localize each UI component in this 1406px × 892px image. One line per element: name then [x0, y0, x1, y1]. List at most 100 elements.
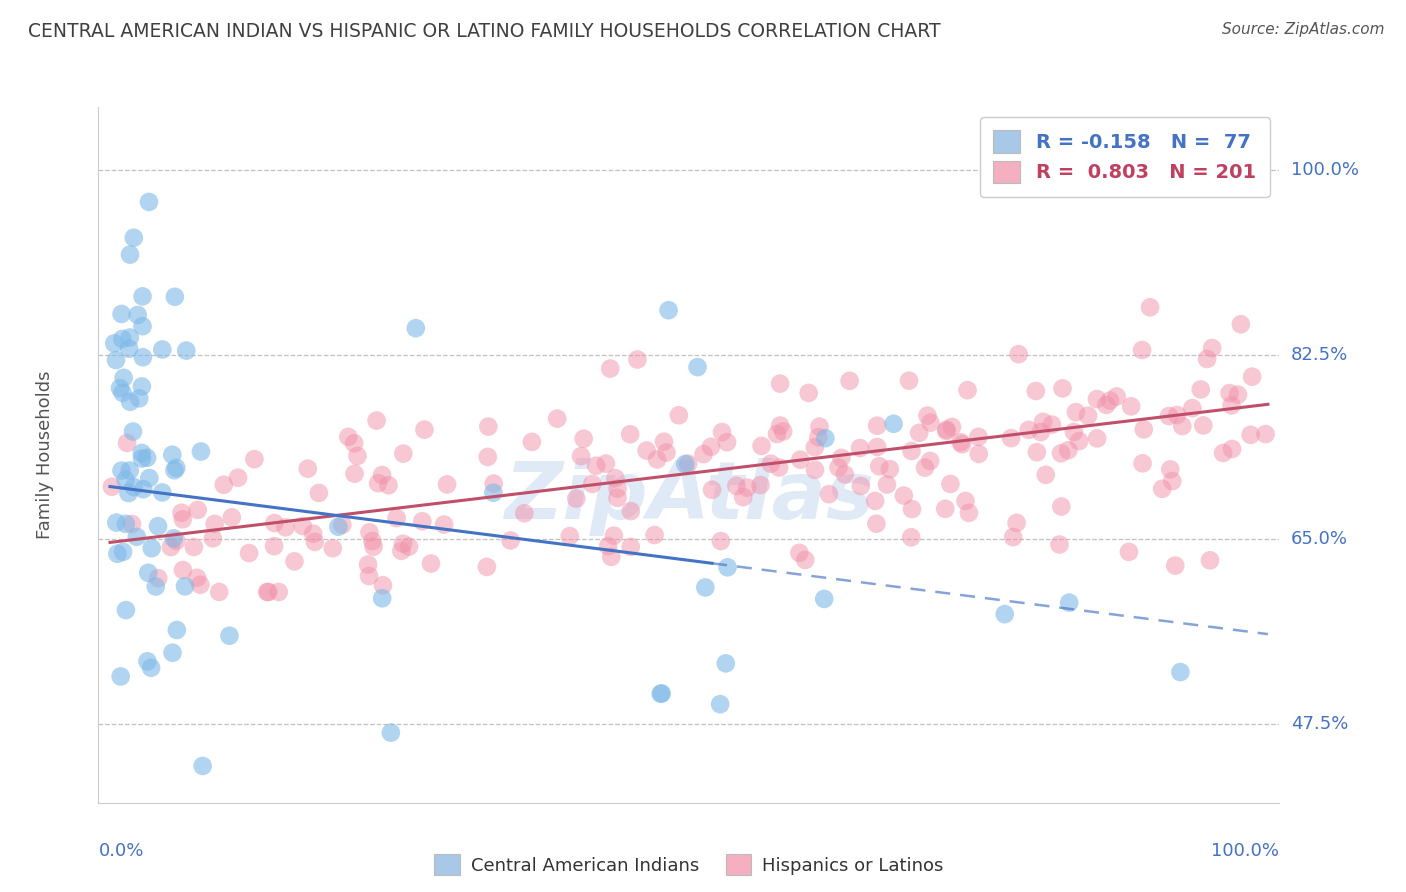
Point [1018, 423, 1040, 437]
Point [128, 392, 150, 406]
Point [950, 437, 973, 451]
Point [714, 657, 737, 671]
Text: 100.0%: 100.0% [1212, 842, 1279, 860]
Point [883, 417, 905, 431]
Text: 65.0%: 65.0% [1291, 530, 1347, 549]
Point [127, 308, 149, 322]
Point [967, 447, 990, 461]
Point [377, 478, 399, 492]
Point [920, 416, 942, 430]
Point [813, 591, 835, 606]
Point [172, 512, 194, 526]
Point [768, 460, 790, 475]
Point [357, 569, 380, 583]
Point [716, 560, 738, 574]
Point [558, 529, 581, 543]
Text: Source: ZipAtlas.com: Source: ZipAtlas.com [1222, 22, 1385, 37]
Point [186, 571, 208, 585]
Point [676, 457, 699, 471]
Point [405, 321, 427, 335]
Point [619, 427, 641, 442]
Point [1118, 545, 1140, 559]
Point [939, 477, 962, 491]
Point [1164, 558, 1187, 573]
Point [163, 532, 186, 546]
Point [1132, 422, 1154, 436]
Point [357, 558, 380, 572]
Point [645, 452, 668, 467]
Point [163, 290, 186, 304]
Point [865, 516, 887, 531]
Point [1152, 482, 1174, 496]
Point [658, 303, 681, 318]
Point [636, 443, 658, 458]
Point [900, 444, 922, 458]
Point [789, 546, 811, 560]
Point [475, 560, 498, 574]
Point [131, 379, 153, 393]
Point [122, 425, 145, 439]
Point [337, 430, 360, 444]
Point [110, 464, 132, 478]
Point [1025, 445, 1047, 459]
Point [769, 418, 792, 433]
Point [363, 540, 385, 554]
Point [170, 506, 193, 520]
Point [1159, 462, 1181, 476]
Point [644, 528, 666, 542]
Point [132, 350, 155, 364]
Point [1220, 398, 1243, 412]
Point [733, 490, 755, 504]
Point [808, 419, 831, 434]
Point [605, 471, 627, 485]
Point [735, 481, 758, 495]
Point [283, 554, 305, 568]
Point [546, 411, 568, 425]
Point [108, 381, 131, 395]
Point [499, 533, 522, 548]
Point [772, 425, 794, 439]
Point [1121, 400, 1143, 414]
Point [769, 376, 792, 391]
Point [371, 468, 394, 483]
Point [361, 534, 384, 549]
Point [118, 463, 141, 477]
Point [1189, 383, 1212, 397]
Point [150, 343, 173, 357]
Point [673, 457, 696, 471]
Point [830, 450, 852, 465]
Point [111, 385, 134, 400]
Text: 82.5%: 82.5% [1291, 346, 1348, 364]
Point [957, 506, 980, 520]
Point [162, 646, 184, 660]
Point [477, 450, 499, 464]
Point [1199, 553, 1222, 567]
Point [1063, 425, 1085, 439]
Point [920, 454, 942, 468]
Point [371, 591, 394, 606]
Point [620, 540, 643, 554]
Point [267, 585, 290, 599]
Point [482, 485, 505, 500]
Point [221, 510, 243, 524]
Point [477, 419, 499, 434]
Point [1241, 369, 1264, 384]
Point [174, 579, 197, 593]
Point [141, 541, 163, 556]
Point [114, 516, 136, 531]
Text: Family Households: Family Households [37, 371, 55, 539]
Point [1105, 389, 1128, 403]
Point [136, 654, 159, 668]
Point [766, 427, 789, 442]
Point [789, 452, 811, 467]
Point [114, 473, 136, 487]
Point [1240, 427, 1263, 442]
Point [709, 697, 731, 711]
Text: 47.5%: 47.5% [1291, 714, 1348, 732]
Point [145, 580, 167, 594]
Point [1130, 343, 1153, 357]
Point [115, 603, 138, 617]
Point [935, 423, 957, 437]
Point [148, 571, 170, 585]
Point [866, 440, 889, 454]
